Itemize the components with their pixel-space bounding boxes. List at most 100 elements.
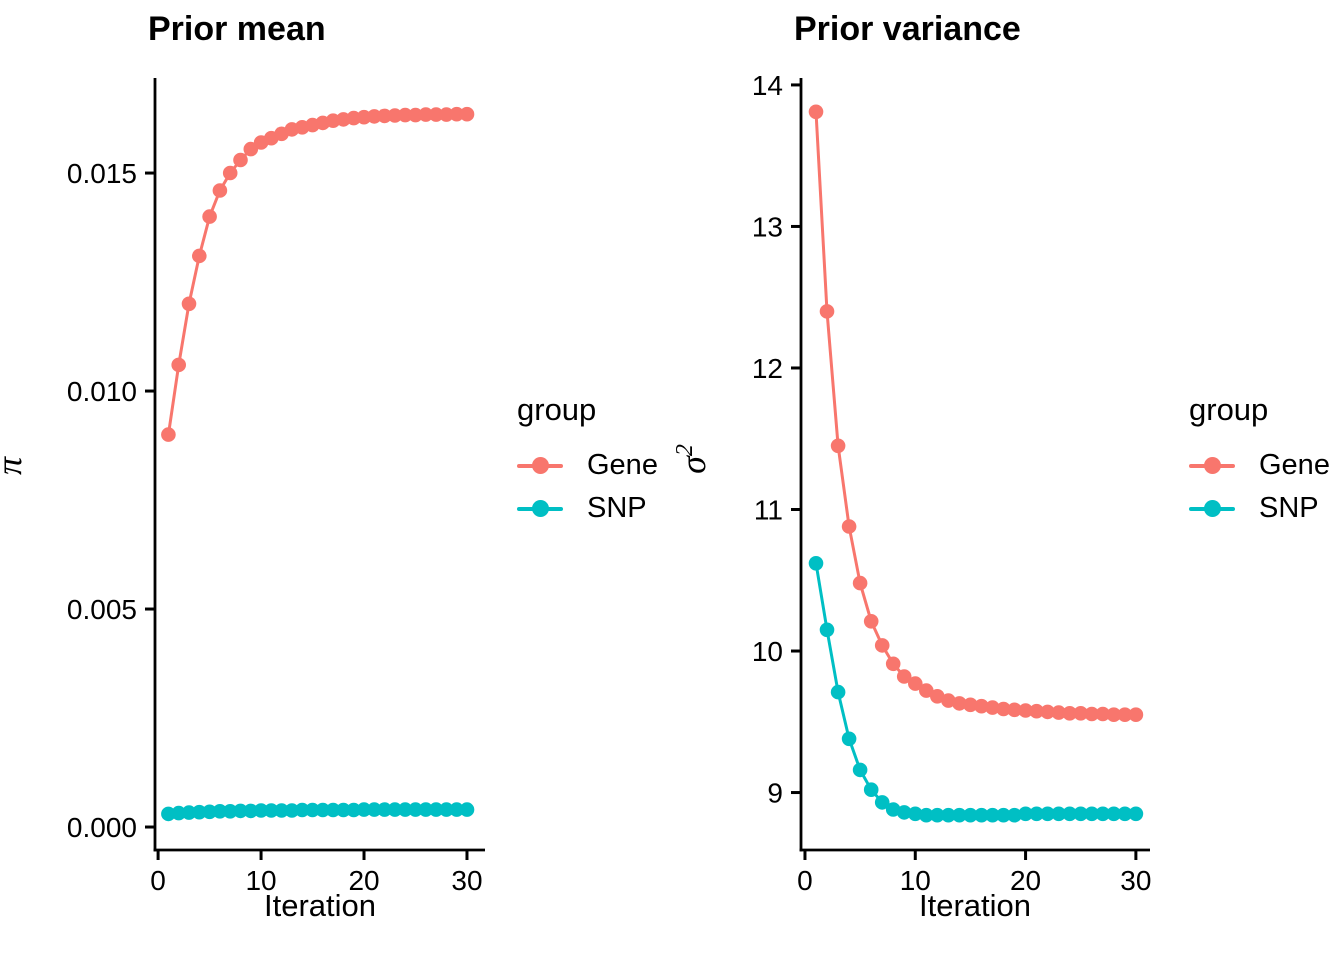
data-point-snp	[1007, 807, 1022, 823]
chart1-legend-item-gene: Gene	[517, 444, 667, 487]
data-point-snp	[963, 807, 978, 823]
data-point-snp	[930, 807, 945, 823]
data-point-snp	[1062, 806, 1077, 822]
x-tick-label: 20	[348, 865, 379, 896]
x-tick-label: 0	[797, 865, 813, 896]
data-point-snp	[449, 802, 465, 817]
data-point-gene	[996, 701, 1011, 717]
data-point-gene	[367, 109, 382, 124]
data-point-gene	[863, 614, 879, 629]
data-point-snp	[274, 803, 289, 818]
data-point-gene	[387, 108, 403, 123]
y-tick-label: 0.015	[67, 158, 137, 189]
data-point-snp	[874, 795, 890, 810]
data-point-snp	[896, 805, 912, 820]
data-point-snp	[808, 556, 824, 571]
data-point-snp	[863, 782, 879, 797]
data-point-gene	[919, 683, 934, 698]
data-point-snp	[1040, 806, 1055, 822]
data-point-snp	[1106, 806, 1122, 822]
data-point-snp	[841, 731, 857, 747]
y-tick-label: 13	[752, 211, 783, 242]
y-tick-label: 10	[752, 636, 783, 667]
series-line-gene	[814, 110, 1138, 717]
data-point-snp	[315, 802, 331, 818]
data-point-snp	[418, 802, 434, 817]
snp-legend-key-icon	[517, 500, 563, 518]
data-point-gene	[222, 165, 238, 181]
data-point-snp	[264, 803, 279, 818]
x-tick-label: 10	[900, 865, 931, 896]
data-point-gene	[1040, 704, 1055, 720]
data-point-gene	[161, 427, 176, 442]
chart1-y-axis-label: π	[0, 457, 30, 475]
y-tick-label: 0.010	[67, 376, 137, 407]
y-tick-label: 0.005	[67, 594, 137, 625]
y-tick-label: 12	[752, 353, 783, 384]
data-point-gene	[930, 689, 945, 704]
chart2-y-axis-label-sup: 2	[671, 444, 698, 457]
data-point-snp	[1018, 806, 1033, 822]
data-point-gene	[1029, 703, 1044, 719]
data-point-snp	[1128, 806, 1144, 822]
data-point-snp	[202, 804, 217, 820]
chart1-x-axis-label: Iteration	[263, 888, 376, 923]
x-tick-label: 0	[150, 865, 166, 896]
data-point-gene	[1084, 706, 1100, 722]
data-point-snp	[284, 803, 300, 818]
chart1-y-axis-label-text: π	[0, 457, 29, 475]
data-point-snp	[996, 807, 1011, 823]
x-tick-label: 30	[451, 865, 482, 896]
data-point-snp	[356, 802, 372, 817]
data-point-snp	[459, 802, 475, 817]
data-point-gene	[974, 698, 989, 714]
data-point-gene	[885, 656, 901, 672]
data-point-gene	[192, 248, 207, 264]
data-point-gene	[985, 700, 1000, 715]
chart2-y-axis-label: σ2	[672, 444, 714, 474]
data-point-gene	[808, 104, 824, 120]
data-point-snp	[428, 802, 444, 817]
data-point-gene	[1117, 707, 1133, 722]
data-point-snp	[408, 802, 423, 817]
gene-legend-key-icon	[1189, 457, 1235, 475]
data-point-snp	[919, 807, 934, 823]
data-point-gene	[459, 106, 475, 122]
data-point-snp	[819, 622, 835, 638]
chart2-legend-label-snp: SNP	[1259, 492, 1319, 524]
data-point-snp	[222, 804, 238, 819]
data-point-snp	[294, 802, 310, 818]
y-tick-label: 9	[767, 778, 783, 809]
data-point-gene	[428, 107, 444, 122]
data-point-gene	[1095, 706, 1111, 722]
data-point-gene	[202, 209, 217, 224]
data-point-snp	[952, 807, 967, 823]
x-tick-label: 30	[1120, 865, 1151, 896]
data-point-gene	[449, 106, 465, 122]
chart1-legend-label-gene: Gene	[587, 449, 658, 481]
data-point-gene	[397, 107, 413, 123]
data-point-snp	[346, 802, 362, 818]
data-point-snp	[1084, 806, 1100, 822]
data-point-snp	[852, 762, 868, 778]
data-point-gene	[439, 107, 454, 122]
data-point-snp	[367, 802, 382, 817]
data-point-gene	[171, 357, 186, 373]
x-tick-label: 10	[245, 865, 276, 896]
data-point-gene	[819, 304, 835, 319]
data-point-gene	[852, 575, 868, 591]
data-point-snp	[1051, 806, 1066, 822]
data-point-gene	[830, 438, 846, 454]
data-point-snp	[908, 806, 923, 822]
data-point-gene	[181, 296, 197, 312]
data-point-gene	[418, 107, 434, 122]
data-point-gene	[963, 697, 978, 713]
data-point-snp	[397, 802, 413, 817]
data-point-snp	[192, 804, 207, 820]
data-point-gene	[908, 676, 923, 691]
chart2-title: Prior variance	[794, 10, 1021, 48]
data-point-gene	[1007, 702, 1022, 718]
data-point-snp	[243, 803, 259, 819]
data-point-snp	[941, 807, 956, 823]
data-point-snp	[377, 802, 392, 817]
